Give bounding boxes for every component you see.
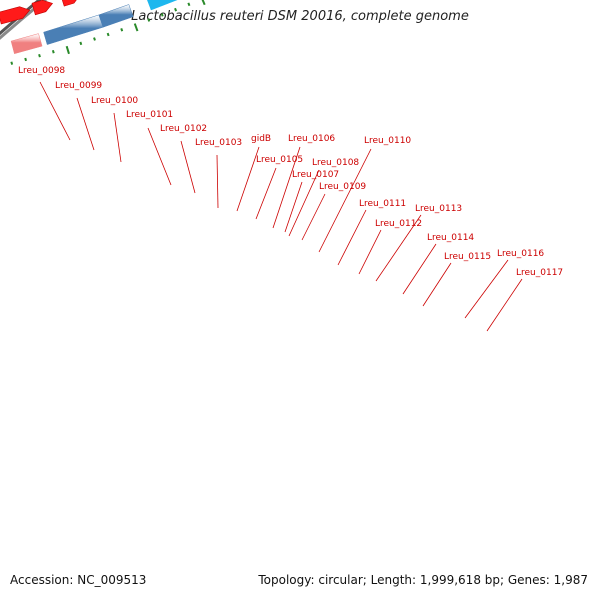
cds-arrow xyxy=(61,0,77,7)
gene-label: Lreu_0110 xyxy=(364,136,411,146)
outer-tick xyxy=(65,45,70,55)
outer-tick xyxy=(147,18,151,22)
gene-label: Lreu_0113 xyxy=(415,204,462,214)
map-title: Lactobacillus reuteri DSM 20016, complet… xyxy=(131,9,469,24)
gene-label: Lreu_0107 xyxy=(292,170,339,180)
gene-block xyxy=(98,4,134,28)
gene-leader xyxy=(464,259,509,319)
gene-leader xyxy=(236,146,260,212)
gene-leader xyxy=(216,154,219,209)
gene-leader xyxy=(486,278,523,332)
gene-leader xyxy=(422,262,452,307)
gene-label: Lreu_0102 xyxy=(160,124,207,134)
outer-tick xyxy=(38,53,41,58)
outer-tick xyxy=(120,28,124,32)
gene-leader xyxy=(318,148,372,253)
gene-leader xyxy=(301,193,326,241)
gene-label: gidB xyxy=(251,134,271,144)
gene-leader xyxy=(39,81,71,141)
gene-label: Lreu_0098 xyxy=(18,66,65,76)
gene-leader xyxy=(358,229,382,275)
cds-arrow xyxy=(31,0,54,16)
gene-label: Lreu_0115 xyxy=(444,252,491,262)
gene-leader xyxy=(76,97,95,151)
outer-tick xyxy=(160,13,164,17)
gene-label: Lreu_0109 xyxy=(319,182,366,192)
outer-tick xyxy=(51,49,55,54)
outer-tick xyxy=(79,41,83,46)
gene-label: Lreu_0117 xyxy=(516,268,563,278)
outer-tick xyxy=(10,61,14,65)
gene-block xyxy=(147,0,178,11)
gene-leader xyxy=(284,181,303,233)
gene-leader xyxy=(375,214,422,282)
gene-leader xyxy=(113,112,122,163)
cds-arrow xyxy=(0,6,31,25)
gene-block xyxy=(10,33,43,55)
gene-label: Lreu_0111 xyxy=(359,199,406,209)
gene-leader xyxy=(288,169,320,237)
gene-label: Lreu_0105 xyxy=(256,155,303,165)
gene-label: Lreu_0114 xyxy=(427,233,474,243)
gene-label: Lreu_0100 xyxy=(91,96,138,106)
accession-text: Accession: NC_009513 xyxy=(10,573,147,587)
gene-leader xyxy=(180,140,196,194)
outer-tick xyxy=(93,37,96,41)
gene-label: Lreu_0099 xyxy=(55,81,102,91)
outer-tick xyxy=(24,57,28,62)
outer-tick xyxy=(106,32,110,37)
gene-label: Lreu_0103 xyxy=(195,138,242,148)
gene-label: Lreu_0116 xyxy=(497,249,544,259)
gene-label: Lreu_0108 xyxy=(312,158,359,168)
outer-tick xyxy=(133,23,139,32)
gene-label: Lreu_0101 xyxy=(126,110,173,120)
outer-tick xyxy=(201,0,206,6)
gene-leader xyxy=(272,146,301,229)
gene-leader xyxy=(255,167,277,220)
gene-leader xyxy=(402,243,437,295)
outer-tick xyxy=(187,2,191,7)
gene-label: Lreu_0112 xyxy=(375,219,422,229)
genome-stats-text: Topology: circular; Length: 1,999,618 bp… xyxy=(258,573,588,587)
gene-leader xyxy=(147,127,172,186)
outer-tick xyxy=(174,7,178,12)
gene-label: Lreu_0106 xyxy=(288,134,335,144)
gene-leader xyxy=(337,209,367,266)
